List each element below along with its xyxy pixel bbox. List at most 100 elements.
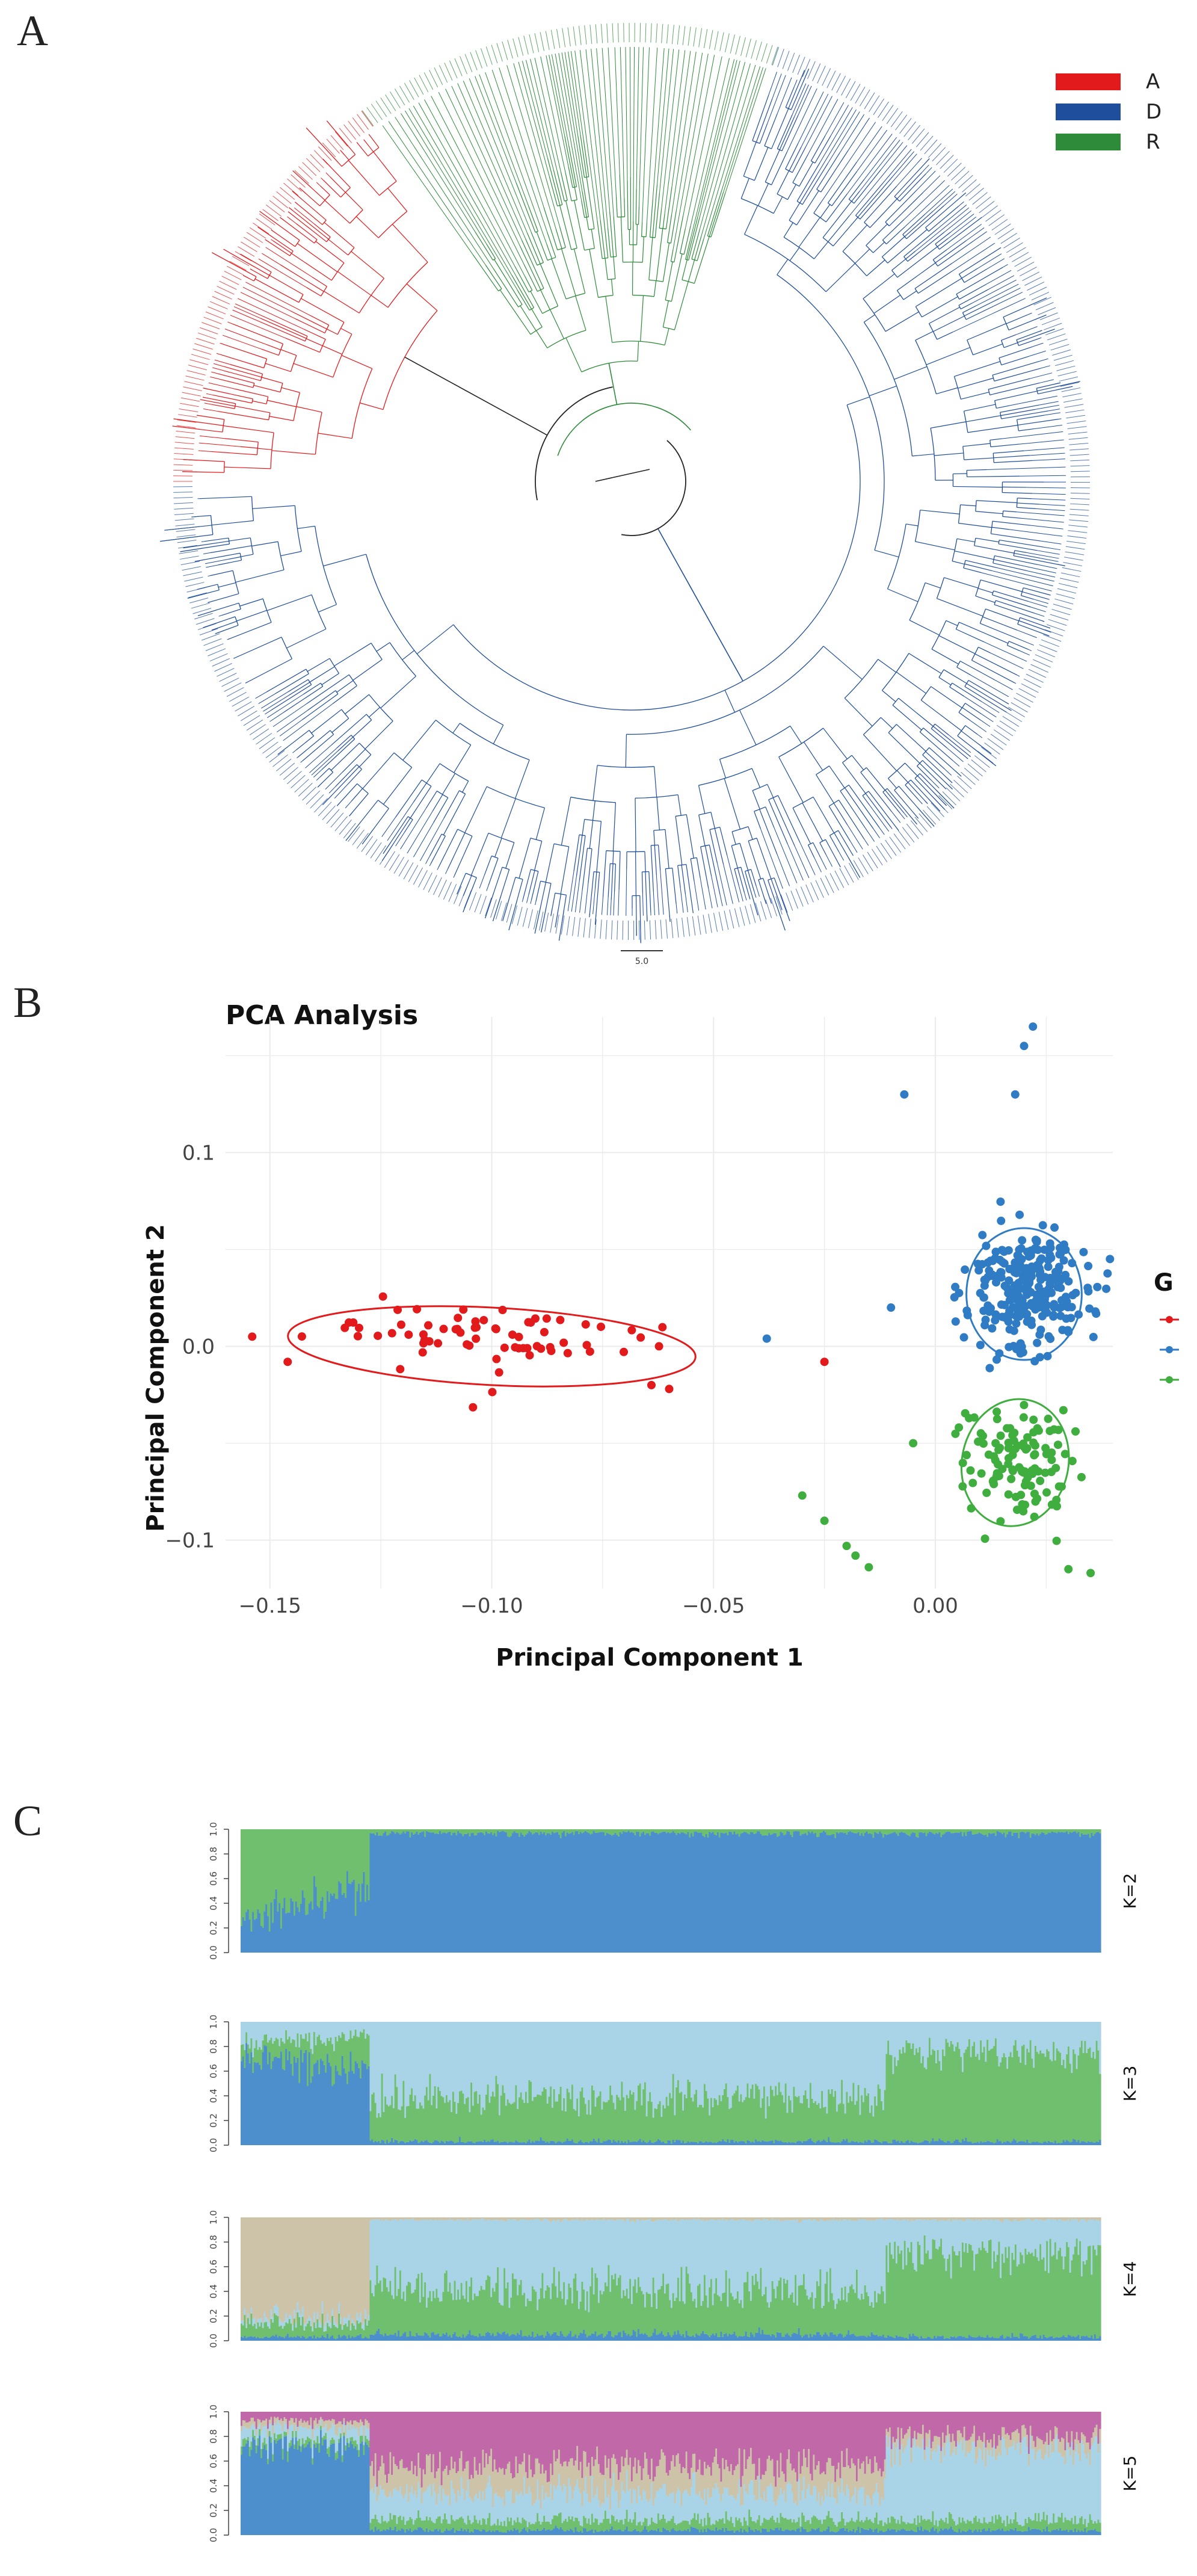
structure-k-label: K=5 — [1120, 2456, 1140, 2492]
structure-run-k5: 0.0 0.2 0.4 0.6 0.8 1.0 K=5 — [208, 2405, 1140, 2542]
pca-point-d — [1033, 1338, 1042, 1347]
pca-point-r — [982, 1488, 991, 1497]
pca-point-d — [1024, 1286, 1033, 1296]
pca-point-d — [1012, 1319, 1021, 1328]
pca-point-a — [439, 1324, 448, 1333]
pca-point-a — [492, 1354, 501, 1364]
pca-point-a — [419, 1330, 428, 1339]
pca-point-a — [471, 1317, 480, 1326]
pca-point-d — [1066, 1314, 1075, 1323]
pca-x-tick: −0.15 — [239, 1594, 301, 1618]
pca-point-a — [396, 1365, 405, 1374]
pca-point-r — [1023, 1433, 1032, 1442]
pca-point-d — [1008, 1303, 1017, 1312]
pca-point-d — [1010, 1281, 1019, 1290]
pca-point-d — [991, 1253, 1000, 1262]
pca-point-r — [992, 1415, 1002, 1424]
pca-point-a — [654, 1342, 663, 1351]
pca-point-d — [1009, 1326, 1018, 1335]
pca-point-a — [547, 1347, 556, 1356]
structure-y-tick: 1.0 — [208, 2405, 219, 2419]
scale-bar-label: 5.0 — [635, 957, 648, 966]
pca-point-a — [463, 1340, 472, 1349]
pca-point-r — [962, 1451, 971, 1460]
pca-point-r — [1030, 1451, 1039, 1460]
pca-point-d — [900, 1090, 909, 1099]
pca-point-d — [1014, 1292, 1023, 1301]
pca-point-a — [563, 1348, 572, 1357]
structure-y-tick: 0.8 — [208, 2039, 219, 2054]
pca-point-r — [966, 1466, 975, 1475]
pca-point-r — [1030, 1512, 1039, 1521]
pca-point-a — [518, 1344, 528, 1353]
pca-point-d — [1085, 1304, 1094, 1313]
structure-y-tick: 0.6 — [208, 1871, 219, 1886]
pca-point-r — [1009, 1436, 1018, 1445]
pca-point-r — [1008, 1466, 1017, 1475]
pca-ellipse-d — [965, 1227, 1083, 1361]
pca-point-r — [955, 1423, 964, 1432]
pca-point-d — [1023, 1317, 1032, 1326]
tree-legend: A D R — [1056, 70, 1162, 154]
pca-point-d — [1037, 1254, 1046, 1263]
pca-point-a — [500, 1343, 509, 1352]
pca-y-tick: 0.0 — [182, 1335, 215, 1359]
pca-point-r — [1041, 1468, 1050, 1477]
pca-point-r — [1008, 1450, 1017, 1459]
pca-point-a — [404, 1330, 413, 1339]
pca-point-r — [995, 1444, 1005, 1453]
pca-point-a — [620, 1347, 629, 1356]
pca-point-a — [582, 1341, 591, 1350]
pca-point-d — [1044, 1256, 1053, 1265]
pca-point-a — [387, 1329, 396, 1338]
pca-point-d — [996, 1197, 1005, 1206]
pca-point-r — [958, 1459, 967, 1468]
tree-scale-bar: 5.0 — [621, 950, 663, 966]
pca-point-a — [488, 1388, 497, 1397]
pca-x-tick: −0.05 — [682, 1594, 745, 1618]
pca-point-a — [297, 1332, 306, 1341]
structure-y-tick: 0.2 — [208, 1921, 219, 1935]
pca-point-d — [981, 1315, 990, 1324]
pca-point-d — [1045, 1273, 1054, 1282]
pca-point-d — [1021, 1310, 1030, 1319]
pca-point-d — [980, 1276, 989, 1285]
pca-point-d — [1074, 1310, 1083, 1319]
pca-points — [248, 1022, 1115, 1578]
pca-point-d — [887, 1303, 896, 1312]
pca-point-r — [909, 1439, 918, 1448]
pca-point-d — [1032, 1290, 1041, 1299]
structure-y-tick: 0.6 — [208, 2259, 219, 2274]
structure-run-k4: 0.0 0.2 0.4 0.6 0.8 1.0 K=4 — [208, 2210, 1140, 2348]
pca-point-r — [1036, 1477, 1045, 1486]
pca-point-a — [559, 1338, 568, 1347]
pca-point-a — [425, 1337, 434, 1346]
pca-point-d — [997, 1246, 1006, 1255]
pca-point-d — [1033, 1261, 1042, 1270]
pca-point-d — [961, 1265, 970, 1274]
structure-y-tick: 0.8 — [208, 2429, 219, 2444]
pca-gridlines — [226, 1017, 1113, 1589]
panel-label-c: C — [13, 1797, 43, 1845]
pca-point-d — [1029, 1022, 1038, 1031]
pca-point-d — [1012, 1268, 1021, 1277]
pca-point-a — [537, 1344, 546, 1353]
pca-point-d — [988, 1270, 997, 1279]
structure-y-tick: 0.2 — [208, 2113, 219, 2128]
pca-point-d — [762, 1334, 771, 1343]
structure-y-tick: 1.0 — [208, 2210, 219, 2225]
structure-y-tick: 1.0 — [208, 2015, 219, 2029]
pca-point-r — [1071, 1427, 1080, 1436]
pca-point-r — [1003, 1424, 1012, 1433]
pca-legend: G — [1154, 1269, 1179, 1383]
pca-point-r — [979, 1432, 988, 1441]
pca-point-d — [1079, 1247, 1088, 1256]
pca-point-d — [1005, 1311, 1014, 1320]
pca-point-a — [508, 1330, 517, 1339]
pca-point-d — [1045, 1281, 1054, 1290]
pca-point-a — [470, 1323, 479, 1332]
pca-point-a — [491, 1324, 500, 1333]
pca-point-r — [1041, 1444, 1050, 1453]
pca-point-r — [1015, 1463, 1024, 1472]
panel-label-a: A — [17, 7, 48, 55]
